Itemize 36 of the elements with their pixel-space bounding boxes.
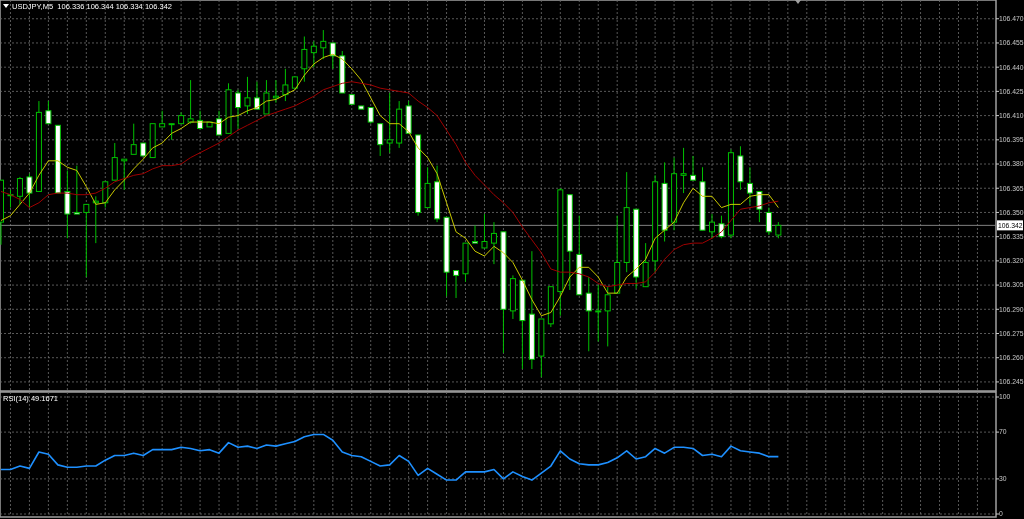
candlestick bbox=[481, 213, 488, 249]
candlestick bbox=[92, 195, 99, 244]
candlestick bbox=[187, 79, 194, 125]
candlestick bbox=[690, 155, 697, 181]
candlestick bbox=[585, 276, 592, 352]
candlestick bbox=[45, 100, 52, 125]
candlestick bbox=[130, 123, 137, 155]
candlestick bbox=[301, 36, 308, 83]
candlestick bbox=[604, 286, 611, 347]
line-series bbox=[0, 81, 779, 288]
candlestick bbox=[746, 166, 753, 205]
candlestick bbox=[73, 165, 80, 215]
candlestick bbox=[244, 76, 251, 115]
candlestick bbox=[765, 207, 772, 236]
candlestick bbox=[16, 176, 23, 205]
candlestick bbox=[235, 89, 241, 130]
candlestick bbox=[320, 29, 327, 60]
candlestick bbox=[595, 284, 602, 343]
candlestick bbox=[329, 42, 336, 70]
candlestick bbox=[386, 92, 393, 154]
candlestick bbox=[83, 203, 90, 278]
candlestick bbox=[453, 270, 460, 299]
candlestick bbox=[709, 213, 715, 239]
candlestick bbox=[26, 173, 33, 209]
candlestick bbox=[310, 40, 317, 68]
candlestick bbox=[216, 110, 223, 136]
candlestick bbox=[263, 79, 270, 115]
candlestick bbox=[680, 147, 687, 194]
line-series bbox=[0, 433, 780, 481]
candlestick bbox=[472, 224, 478, 244]
candlestick bbox=[64, 169, 71, 239]
candlestick bbox=[282, 68, 289, 102]
candlestick bbox=[490, 221, 497, 265]
candlestick bbox=[111, 142, 118, 181]
candlestick bbox=[377, 123, 384, 157]
candlestick bbox=[253, 81, 260, 110]
